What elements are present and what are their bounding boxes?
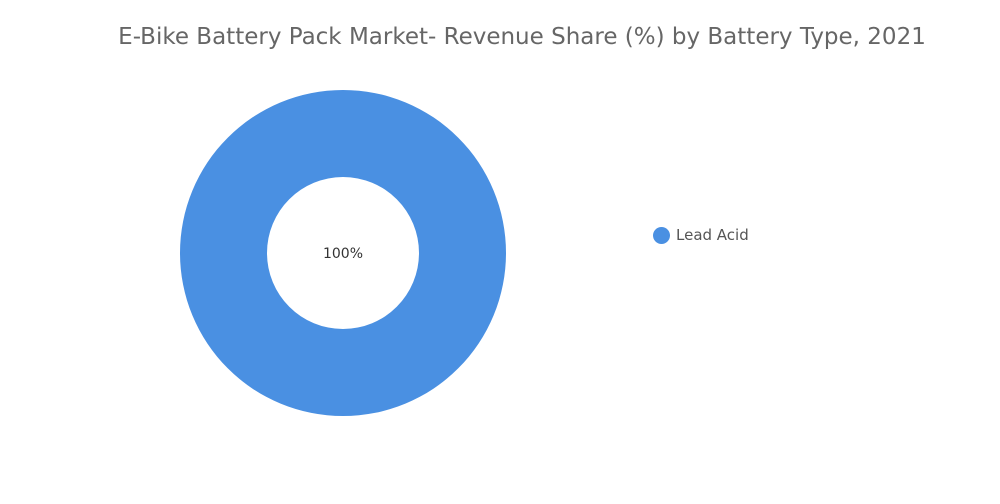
legend-swatch-lead-acid [653, 226, 670, 244]
data-label-lead-acid: 100% [323, 246, 363, 262]
chart-title: E-Bike Battery Pack Market- Revenue Shar… [118, 24, 926, 50]
slice-group [179, 89, 507, 417]
slice-lead-acid [179, 89, 507, 417]
legend-label-lead-acid: Lead Acid [676, 226, 749, 244]
legend: Lead Acid [653, 226, 749, 244]
